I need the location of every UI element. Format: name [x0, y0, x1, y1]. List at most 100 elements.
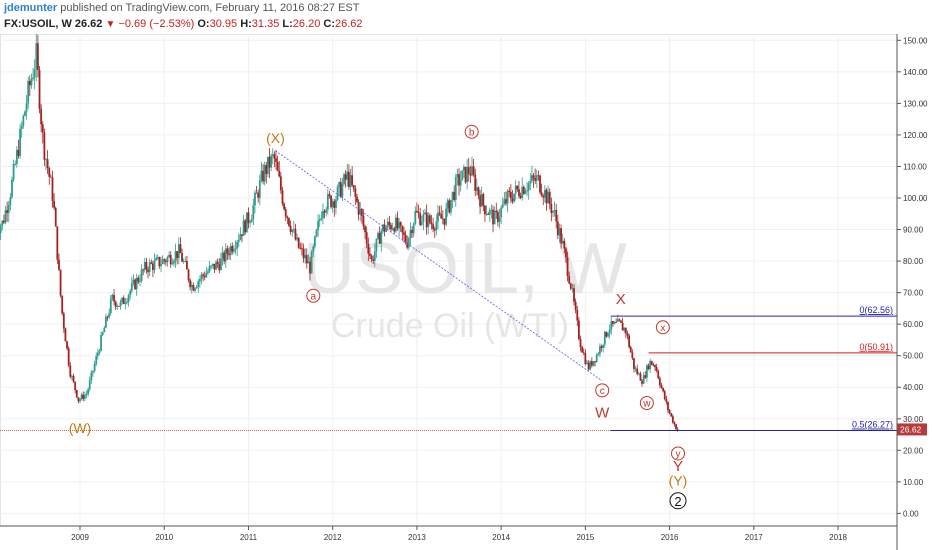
candle [6, 201, 9, 222]
candle [254, 189, 256, 214]
candle [122, 295, 125, 305]
wave-label: a [311, 291, 317, 302]
candle-body [100, 335, 102, 351]
candle [649, 358, 652, 373]
candle [15, 146, 18, 168]
candle-body [396, 217, 399, 229]
candle-body [382, 224, 384, 232]
candle [467, 157, 470, 182]
candle [370, 253, 373, 263]
candle-body [48, 167, 51, 177]
candle [508, 187, 511, 198]
candle [223, 250, 226, 265]
candle-body [203, 275, 206, 278]
candle-body [147, 269, 149, 273]
candle [267, 156, 269, 178]
symbol-label[interactable]: FX:USOIL, W [4, 18, 72, 30]
candle-body [247, 212, 250, 224]
candle-body [294, 228, 297, 240]
candle-body [96, 352, 99, 357]
candle [641, 378, 643, 387]
candle-body [573, 288, 575, 302]
candle-body [529, 180, 532, 184]
candle-body [129, 290, 132, 296]
candle-body [385, 227, 388, 232]
candle [155, 254, 158, 261]
candle [9, 193, 12, 211]
candle [109, 294, 112, 316]
candle [602, 344, 605, 353]
candle [302, 243, 305, 263]
candle-body [631, 352, 634, 359]
y-tick-label: 140.00 [903, 68, 928, 77]
candle [313, 235, 316, 249]
candle [399, 221, 402, 232]
candle [194, 287, 196, 293]
candle-body [56, 226, 59, 260]
candle [652, 362, 655, 367]
candle [35, 34, 38, 82]
candle-body [88, 380, 91, 390]
candle [577, 317, 580, 341]
candle [553, 201, 556, 217]
candle [279, 172, 282, 194]
candle [77, 397, 80, 404]
candle-body [613, 322, 616, 324]
candle-body [453, 191, 456, 200]
candle-body [289, 225, 292, 232]
y-tick-label: 110.00 [903, 162, 927, 171]
candle-body [435, 221, 438, 231]
candle [75, 389, 78, 399]
candle [466, 159, 469, 190]
candle-body [446, 200, 449, 209]
candle-body [461, 170, 464, 181]
candle [237, 233, 240, 248]
candle-body [156, 257, 159, 259]
candle [299, 242, 302, 250]
candle [568, 271, 571, 285]
candle-body [137, 277, 140, 282]
candle [592, 361, 595, 367]
candle-body [542, 195, 545, 198]
candle [69, 362, 72, 379]
candle [448, 198, 451, 214]
candle-body [665, 399, 668, 402]
candle [451, 191, 454, 209]
candle-body [391, 228, 394, 230]
candle [667, 401, 669, 414]
candle [540, 183, 543, 198]
candle-body [317, 221, 320, 231]
candle-body [92, 371, 94, 373]
candle-body [186, 261, 188, 270]
candle [658, 376, 661, 388]
candle [352, 184, 355, 192]
candle [184, 256, 187, 263]
candle [139, 274, 141, 287]
candle [187, 268, 190, 283]
candle [252, 198, 255, 226]
candle-body [305, 255, 308, 264]
candle [347, 164, 350, 190]
candle-body [364, 226, 366, 233]
candle-body [17, 149, 20, 156]
candle-body [7, 205, 10, 213]
candle [56, 226, 59, 264]
candle-body [357, 201, 360, 215]
candle-body [301, 248, 303, 250]
candle [113, 289, 115, 306]
candle-body [383, 224, 386, 232]
candle [19, 123, 21, 159]
author-name[interactable]: jdemunter [4, 2, 58, 14]
candle [213, 263, 216, 273]
candle [435, 214, 438, 236]
price-chart[interactable]: USOIL, W Crude Oil (WTI) 0(62.56) 0(50.91… [0, 34, 932, 550]
candle [338, 181, 341, 195]
candle-body [158, 257, 161, 267]
candle-body [393, 228, 396, 232]
candle [119, 299, 122, 310]
candle [132, 274, 135, 286]
candle [360, 207, 363, 224]
candle [509, 184, 512, 204]
candle [148, 258, 151, 277]
candle [485, 205, 488, 216]
